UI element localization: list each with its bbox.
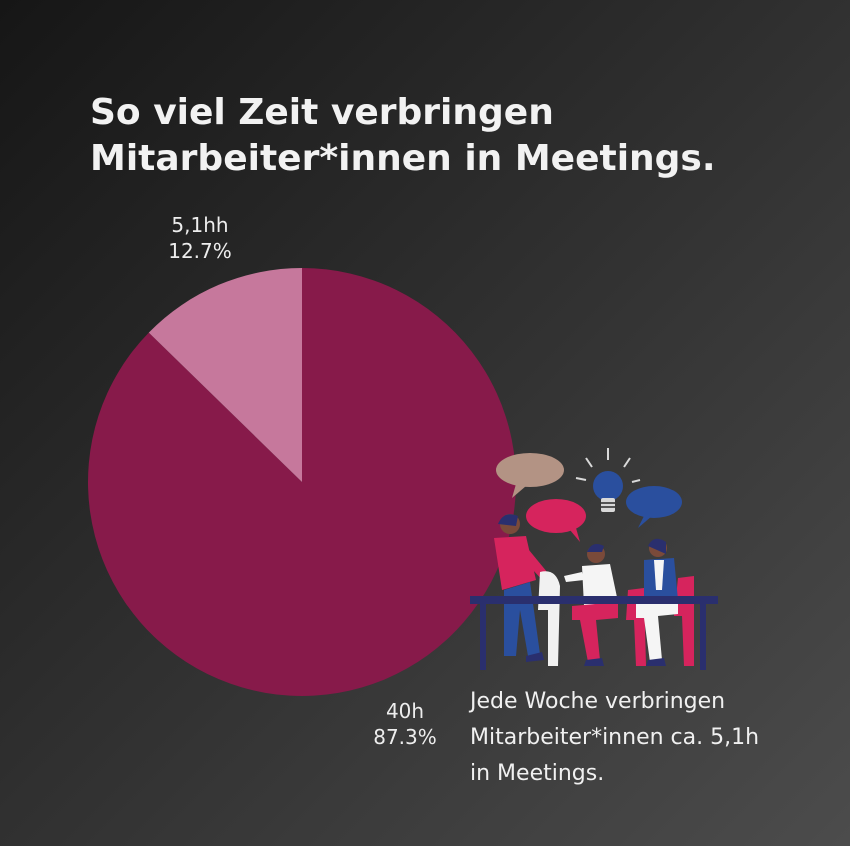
speech-bubble-tan: [496, 453, 564, 487]
caption-line: in Meetings.: [470, 761, 605, 786]
speech-bubble-blue: [626, 486, 682, 518]
speech-bubble-tail: [570, 528, 580, 542]
person-seated-right: [636, 538, 678, 666]
caption: Jede Woche verbringen Mitarbeiter*innen …: [470, 684, 830, 792]
slice-label-small-value: 5,1hh: [171, 213, 229, 237]
speech-bubble-tail: [638, 516, 652, 528]
slice-label-large-value: 40h: [385, 699, 425, 723]
slice-label-small: 5,1hh 12.7%: [160, 212, 240, 264]
title-line-2: Mitarbeiter*innen in Meetings.: [90, 138, 716, 179]
caption-line: Mitarbeiter*innen ca. 5,1h: [470, 725, 760, 750]
speech-bubble-tail: [512, 484, 526, 498]
title-line-1: So viel Zeit verbringen: [90, 92, 554, 133]
meeting-table: [470, 596, 718, 670]
slice-label-large: 40h 87.3%: [360, 698, 450, 750]
speech-bubble-magenta: [526, 499, 586, 533]
page-title: So viel Zeit verbringen Mitarbeiter*inne…: [90, 90, 810, 182]
chair: [538, 571, 560, 666]
slice-label-large-percent: 87.3%: [373, 725, 437, 749]
meeting-people-illustration: [470, 448, 718, 670]
pie-slice-5-1h: [148, 268, 302, 482]
slice-label-small-percent: 12.7%: [168, 239, 232, 263]
person-seated-middle: [564, 544, 618, 666]
caption-line: Jede Woche verbringen: [470, 689, 726, 714]
lightbulb-icon: [575, 448, 641, 512]
